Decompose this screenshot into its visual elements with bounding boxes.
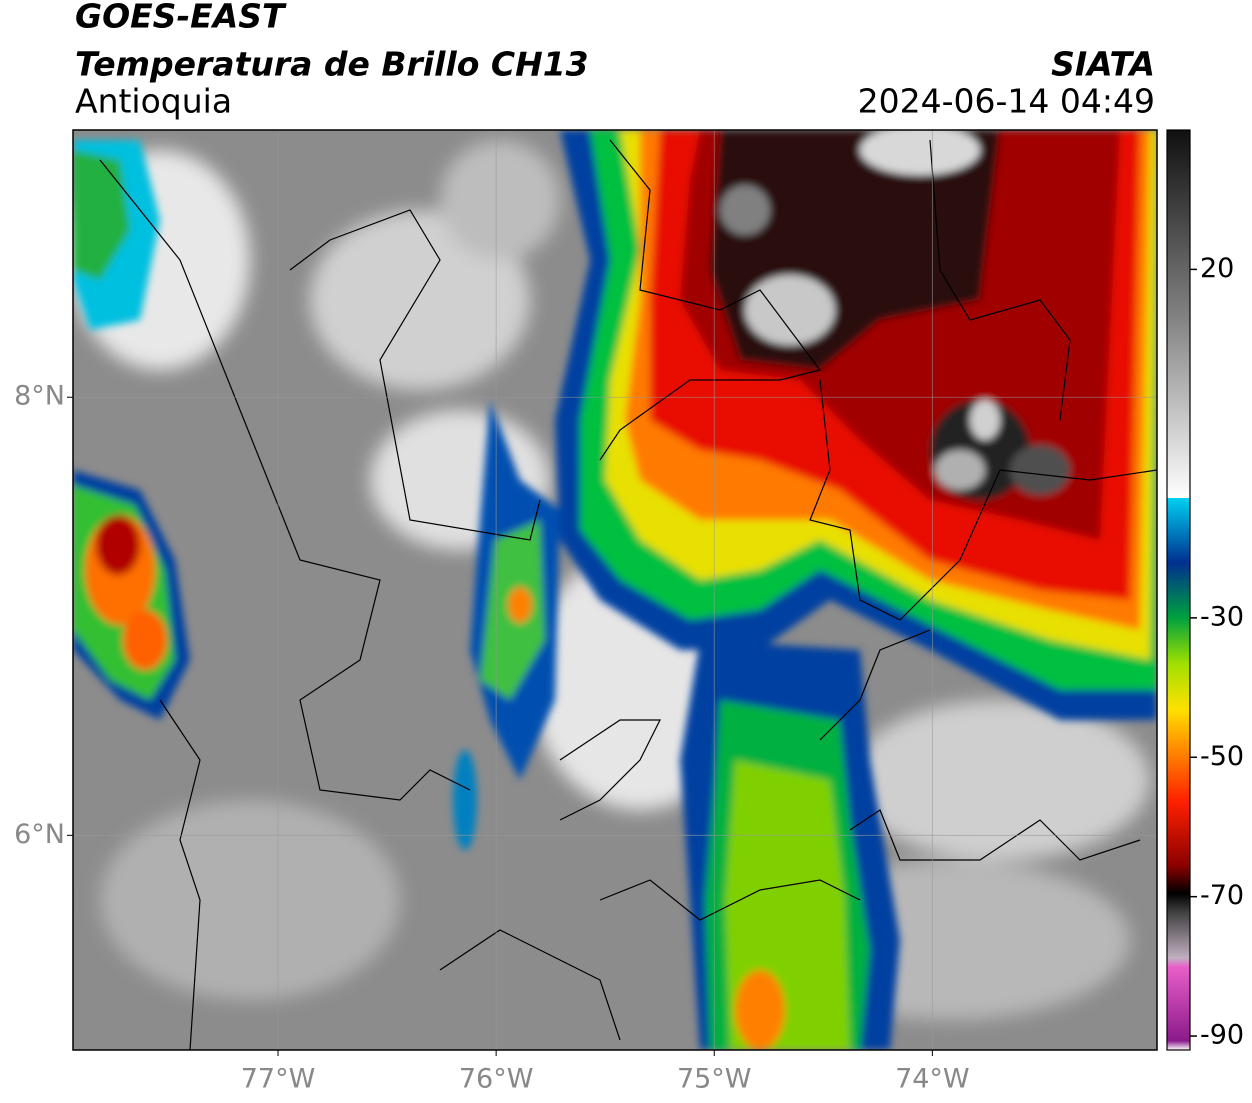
source: SIATA [1051,45,1155,84]
map-frame [72,129,1158,1051]
colorbar-tick-label: -90 [1200,1020,1244,1051]
x-tick-label: 76°W [459,1064,534,1095]
x-tick-label: 77°W [241,1064,316,1095]
y-tick-label: 6°N [14,819,65,850]
grid [73,130,1157,1050]
x-tick-label: 75°W [677,1064,752,1095]
title: GOES-EAST [75,0,287,36]
colorbar [1166,129,1191,1051]
y-tick-label: 8°N [14,381,65,412]
colorbar-tick-label: -70 [1200,880,1244,911]
region: Antioquia [75,82,232,121]
datetime: 2024-06-14 04:49 [858,82,1155,121]
subtitle: Temperatura de Brillo CH13 [75,45,589,84]
x-tick-label: 74°W [895,1064,970,1095]
colorbar-tick-label: -30 [1200,601,1244,632]
satellite-image [73,130,1157,1050]
colorbar-tick-label: -50 [1200,741,1244,772]
colorbar-tick-label: 20 [1200,253,1234,284]
